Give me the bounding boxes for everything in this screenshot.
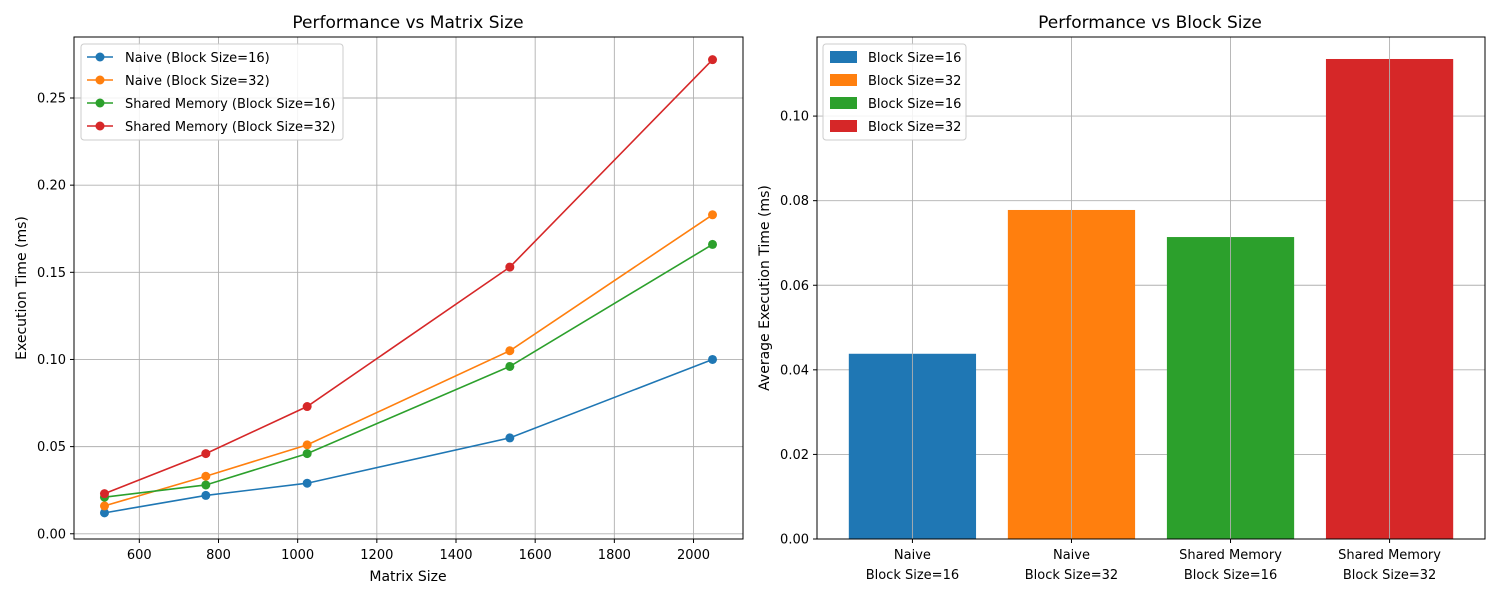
line-series-3-point bbox=[505, 361, 515, 371]
line-series-2-point bbox=[201, 471, 211, 481]
line-chart-y-tick-label: 0.05 bbox=[37, 440, 66, 455]
bar-chart-legend-swatch bbox=[830, 74, 857, 86]
line-chart-legend-label: Naive (Block Size=16) bbox=[125, 51, 270, 66]
line-chart: Performance vs Matrix Size 600 800 1000 120… bbox=[14, 13, 744, 585]
line-series-4-point bbox=[708, 55, 718, 65]
bar-chart-x-tick-label: Block Size=32 bbox=[1025, 568, 1118, 583]
line-series-1-point bbox=[505, 433, 515, 443]
line-chart-series bbox=[99, 55, 718, 518]
line-series-2-point bbox=[302, 440, 312, 450]
line-chart-grid bbox=[74, 37, 743, 539]
line-chart-y-tick-label: 0.15 bbox=[37, 266, 66, 281]
line-chart-x-tick-label: 1200 bbox=[360, 548, 393, 563]
bar-chart-x-tick-label: Naive bbox=[1053, 548, 1090, 563]
line-chart-title: Performance vs Matrix Size bbox=[292, 13, 523, 33]
line-chart-legend-label: Shared Memory (Block Size=32) bbox=[125, 120, 335, 135]
bar-chart-x-ticks: Naive Block Size=16 Naive Block Size=32 Shar… bbox=[866, 539, 1441, 583]
line-series-2-point bbox=[99, 501, 109, 511]
bar-chart-legend-swatch bbox=[830, 51, 857, 63]
line-chart-y-tick-label: 0.10 bbox=[37, 353, 66, 368]
bar-chart-x-tick-label: Shared Memory bbox=[1179, 548, 1282, 563]
bar-chart-legend-swatch bbox=[830, 120, 857, 132]
line-chart-x-tick-label: 600 bbox=[127, 548, 152, 563]
line-chart-y-tick-label: 0.25 bbox=[37, 92, 66, 107]
line-chart-x-tick-label: 1800 bbox=[598, 548, 631, 563]
bar-chart-legend-swatch bbox=[830, 97, 857, 109]
bar-chart-legend-box bbox=[822, 43, 967, 141]
line-series-2-point bbox=[708, 210, 718, 220]
bar-chart-legend-label: Block Size=16 bbox=[868, 97, 961, 112]
bar-chart-x-tick-label: Block Size=16 bbox=[866, 568, 959, 583]
bar-chart-y-axis-label: Average Execution Time (ms) bbox=[757, 185, 773, 391]
bar-chart-legend-label: Block Size=32 bbox=[868, 74, 961, 89]
line-chart-frame bbox=[73, 36, 744, 540]
line-chart-x-tick-label: 2000 bbox=[677, 548, 710, 563]
line-chart-legend-marker bbox=[95, 121, 105, 131]
bar-chart-y-tick-label: 0.00 bbox=[780, 533, 809, 548]
line-chart-legend-marker bbox=[95, 98, 105, 108]
line-chart-x-tick-label: 800 bbox=[206, 548, 231, 563]
bar-chart-grid-vertical bbox=[911, 37, 1391, 539]
bar-chart-legend: Block Size=16 Block Size=32 Block Size=16 B… bbox=[822, 43, 967, 141]
line-series-4-point bbox=[99, 489, 109, 499]
line-series-1-point bbox=[201, 490, 211, 500]
line-chart-legend-label: Shared Memory (Block Size=16) bbox=[125, 97, 335, 112]
line-series-3-point bbox=[302, 449, 312, 459]
line-series-3-point bbox=[201, 480, 211, 490]
line-chart-y-tick-label: 0.00 bbox=[37, 527, 66, 542]
bar-chart-x-tick-label: Block Size=32 bbox=[1343, 568, 1436, 583]
line-chart-y-tick-label: 0.20 bbox=[37, 179, 66, 194]
line-chart-x-tick-label: 1000 bbox=[281, 548, 314, 563]
line-chart-x-tick-label: 1600 bbox=[519, 548, 552, 563]
line-series-4-point bbox=[201, 449, 211, 459]
bar-chart-y-tick-label: 0.10 bbox=[780, 110, 809, 125]
line-series-1-point bbox=[99, 508, 109, 518]
line-chart-legend-label: Naive (Block Size=32) bbox=[125, 74, 270, 89]
bar-chart-x-tick-label: Shared Memory bbox=[1338, 548, 1441, 563]
line-chart-legend-marker bbox=[95, 52, 105, 62]
bar-chart-x-tick-label: Naive bbox=[894, 548, 931, 563]
bar-chart-y-tick-label: 0.08 bbox=[780, 194, 809, 209]
bar-chart-x-tick-label: Block Size=16 bbox=[1184, 568, 1277, 583]
bar-chart-y-tick-label: 0.02 bbox=[780, 448, 809, 463]
bar-chart-y-tick-label: 0.06 bbox=[780, 279, 809, 294]
line-chart-y-axis-label: Execution Time (ms) bbox=[14, 216, 30, 360]
bar-chart-y-tick-label: 0.04 bbox=[780, 363, 809, 378]
bar-chart-frame bbox=[816, 36, 1486, 540]
line-series-1-point bbox=[708, 354, 718, 364]
line-series-1-point bbox=[302, 478, 312, 488]
line-chart-legend: Naive (Block Size=16) Naive (Block Size=3… bbox=[80, 43, 344, 141]
line-chart-x-axis-label: Matrix Size bbox=[369, 569, 446, 585]
line-series-3-point bbox=[708, 239, 718, 249]
bar-chart-title: Performance vs Block Size bbox=[1038, 13, 1262, 33]
line-chart-x-tick-label: 1400 bbox=[439, 548, 472, 563]
line-series-4-point bbox=[505, 262, 515, 272]
line-chart-legend-box bbox=[80, 43, 344, 141]
line-series-4-point bbox=[302, 402, 312, 412]
line-chart-legend-marker bbox=[95, 75, 105, 85]
line-series-2-point bbox=[505, 346, 515, 356]
line-chart-x-ticks: 600 800 1000 1200 1400 1600 1800 2000 bbox=[127, 539, 710, 563]
bar-chart-legend-label: Block Size=32 bbox=[868, 120, 961, 135]
bar-chart-y-ticks: 0.00 0.02 0.04 0.06 0.08 0.10 bbox=[780, 110, 817, 548]
bar-chart: Performance vs Block Size Naive Block Siz… bbox=[757, 13, 1486, 583]
line-chart-y-ticks: 0.00 0.05 0.10 0.15 0.20 0.25 bbox=[37, 92, 74, 542]
bar-chart-legend-label: Block Size=16 bbox=[868, 51, 961, 66]
